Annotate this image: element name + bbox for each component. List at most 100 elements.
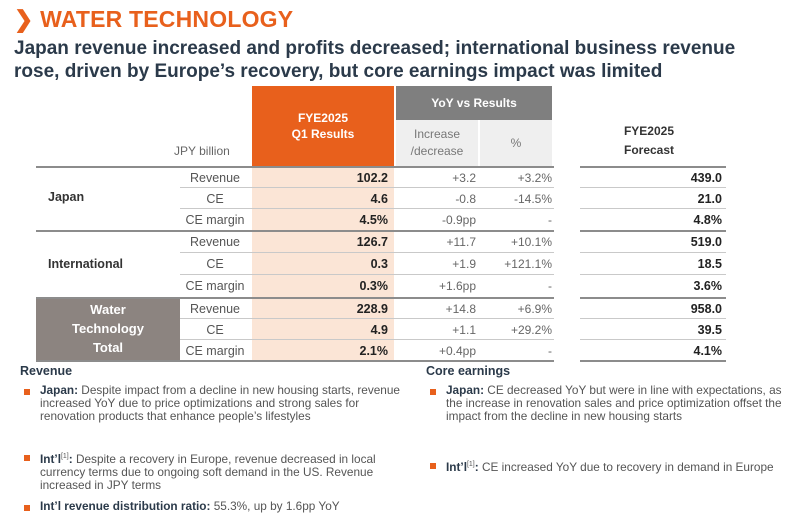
yoy-percent: +6.9%: [517, 302, 552, 316]
bullet-lead: Int’l revenue distribution ratio:: [40, 499, 211, 513]
table-rule: [180, 274, 554, 275]
yoy-increase: +3.2: [452, 171, 476, 185]
forecast-value: 39.5: [697, 323, 722, 337]
table-rule: [580, 208, 726, 209]
metric-label: CE: [206, 257, 224, 271]
revenue-bullet-japan: Japan: Despite impact from a decline in …: [40, 383, 412, 424]
q1-results-header: FYE2025 Q1 Results: [252, 86, 394, 166]
table-rule: [180, 318, 554, 319]
bullet-lead-colon: :: [474, 459, 479, 474]
forecast-value: 18.5: [697, 257, 722, 271]
table-rule: [580, 187, 726, 188]
pct-header: %: [480, 120, 552, 166]
bullet-text: Despite a recovery in Europe, revenue de…: [40, 451, 376, 493]
yoy-percent: +121.1%: [504, 257, 552, 271]
table-rule: [180, 339, 554, 340]
bullet-lead: Japan:: [446, 383, 485, 397]
bullet-lead-colon: :: [68, 451, 73, 466]
q1-value: 4.6: [370, 192, 388, 206]
unit-label: JPY billion: [174, 144, 230, 158]
metric-label: Revenue: [189, 302, 241, 316]
yoy-increase: -0.9pp: [441, 213, 476, 227]
bullet-square-icon: [430, 389, 436, 395]
group-label-total-line2: Technology: [72, 321, 144, 336]
increase-header-line1: Increase: [413, 127, 461, 141]
yoy-increase: +1.1: [452, 323, 476, 337]
yoy-percent: -: [548, 279, 552, 293]
bullet-lead: Japan:: [40, 383, 79, 397]
table-rule: [36, 297, 554, 299]
table-rule: [580, 230, 726, 232]
footnote-marker: [1]: [60, 453, 69, 460]
table-rule: [580, 339, 726, 340]
yoy-percent: -14.5%: [513, 192, 552, 206]
core-bullet-intl: Int’l[1]: CE increased YoY due to recove…: [446, 458, 792, 474]
q1-value: 2.1%: [359, 344, 389, 358]
core-earnings-section-title: Core earnings: [426, 364, 511, 378]
subtitle-line-1: Japan revenue increased and profits decr…: [14, 38, 736, 59]
revenue-section-title: Revenue: [20, 364, 73, 378]
forecast-value: 439.0: [690, 171, 722, 185]
total-block: [36, 298, 180, 360]
increase-header: Increase /decrease: [396, 120, 478, 166]
bullet-text: Despite impact from a decline in new hou…: [40, 383, 400, 424]
table-rule: [36, 360, 554, 362]
bullet-square-icon: [24, 505, 30, 511]
metric-label: Revenue: [189, 235, 241, 249]
metric-label: CE margin: [185, 279, 245, 293]
metric-label: CE: [206, 192, 224, 206]
forecast-header-line2: Forecast: [623, 143, 675, 157]
q1-value: 4.5%: [359, 213, 389, 227]
yoy-percent: +3.2%: [517, 171, 552, 185]
table-rule: [580, 166, 726, 168]
yoy-header: YoY vs Results: [396, 86, 552, 120]
q1-value: 4.9: [370, 323, 388, 337]
q1-header-line1: FYE2025: [297, 111, 349, 125]
footnote-marker: [1]: [466, 461, 475, 468]
q1-value: 0.3: [370, 257, 388, 271]
table-rule: [180, 252, 554, 253]
forecast-value: 519.0: [690, 235, 722, 249]
forecast-header: FYE2025 Forecast: [594, 122, 704, 160]
forecast-value: 958.0: [690, 302, 722, 316]
table-rule: [580, 360, 726, 362]
increase-header-line2: /decrease: [410, 144, 464, 158]
yoy-percent: +10.1%: [510, 235, 552, 249]
table-rule: [36, 230, 554, 232]
metric-label: CE margin: [185, 344, 245, 358]
forecast-value: 4.8%: [693, 213, 723, 227]
table-rule: [180, 187, 554, 188]
q1-value: 228.9: [356, 302, 388, 316]
subtitle: Japan revenue increased and profits decr…: [14, 37, 800, 83]
forecast-value: 4.1%: [693, 344, 723, 358]
chevron-right-icon: ❯: [14, 6, 34, 32]
metric-label: CE: [206, 323, 224, 337]
bullet-text: CE increased YoY due to recovery in dema…: [478, 459, 774, 474]
group-label-total-line1: Water: [90, 302, 126, 317]
table-rule: [580, 297, 726, 299]
subtitle-line-2: rose, driven by Europe’s recovery, but c…: [14, 61, 663, 82]
metric-label: Revenue: [189, 171, 241, 185]
metric-label: CE margin: [185, 213, 245, 227]
table-rule: [580, 318, 726, 319]
yoy-percent: -: [548, 344, 552, 358]
q1-results-column-bg: [252, 166, 394, 360]
yoy-increase: +1.6pp: [438, 279, 476, 293]
bullet-square-icon: [24, 455, 30, 461]
bullet-text: CE decreased YoY but were in line with e…: [446, 383, 782, 424]
group-label-international: International: [48, 257, 124, 271]
bullet-lead: Int’l: [446, 459, 467, 474]
bullet-lead: Int’l: [40, 451, 61, 466]
table-rule: [580, 252, 726, 253]
revenue-bullet-ratio: Int’l revenue distribution ratio: 55.3%,…: [40, 499, 420, 513]
revenue-bullet-intl: Int’l[1]: Despite a recovery in Europe, …: [40, 450, 414, 493]
q1-value: 126.7: [356, 235, 388, 249]
forecast-value: 21.0: [697, 192, 722, 206]
table-rule: [580, 274, 726, 275]
group-label-japan: Japan: [48, 190, 85, 204]
table-rule: [180, 208, 554, 209]
heading-text: WATER TECHNOLOGY: [40, 6, 294, 32]
table-rule: [36, 166, 554, 168]
forecast-value: 3.6%: [693, 279, 723, 293]
yoy-increase: +1.9: [452, 257, 476, 271]
